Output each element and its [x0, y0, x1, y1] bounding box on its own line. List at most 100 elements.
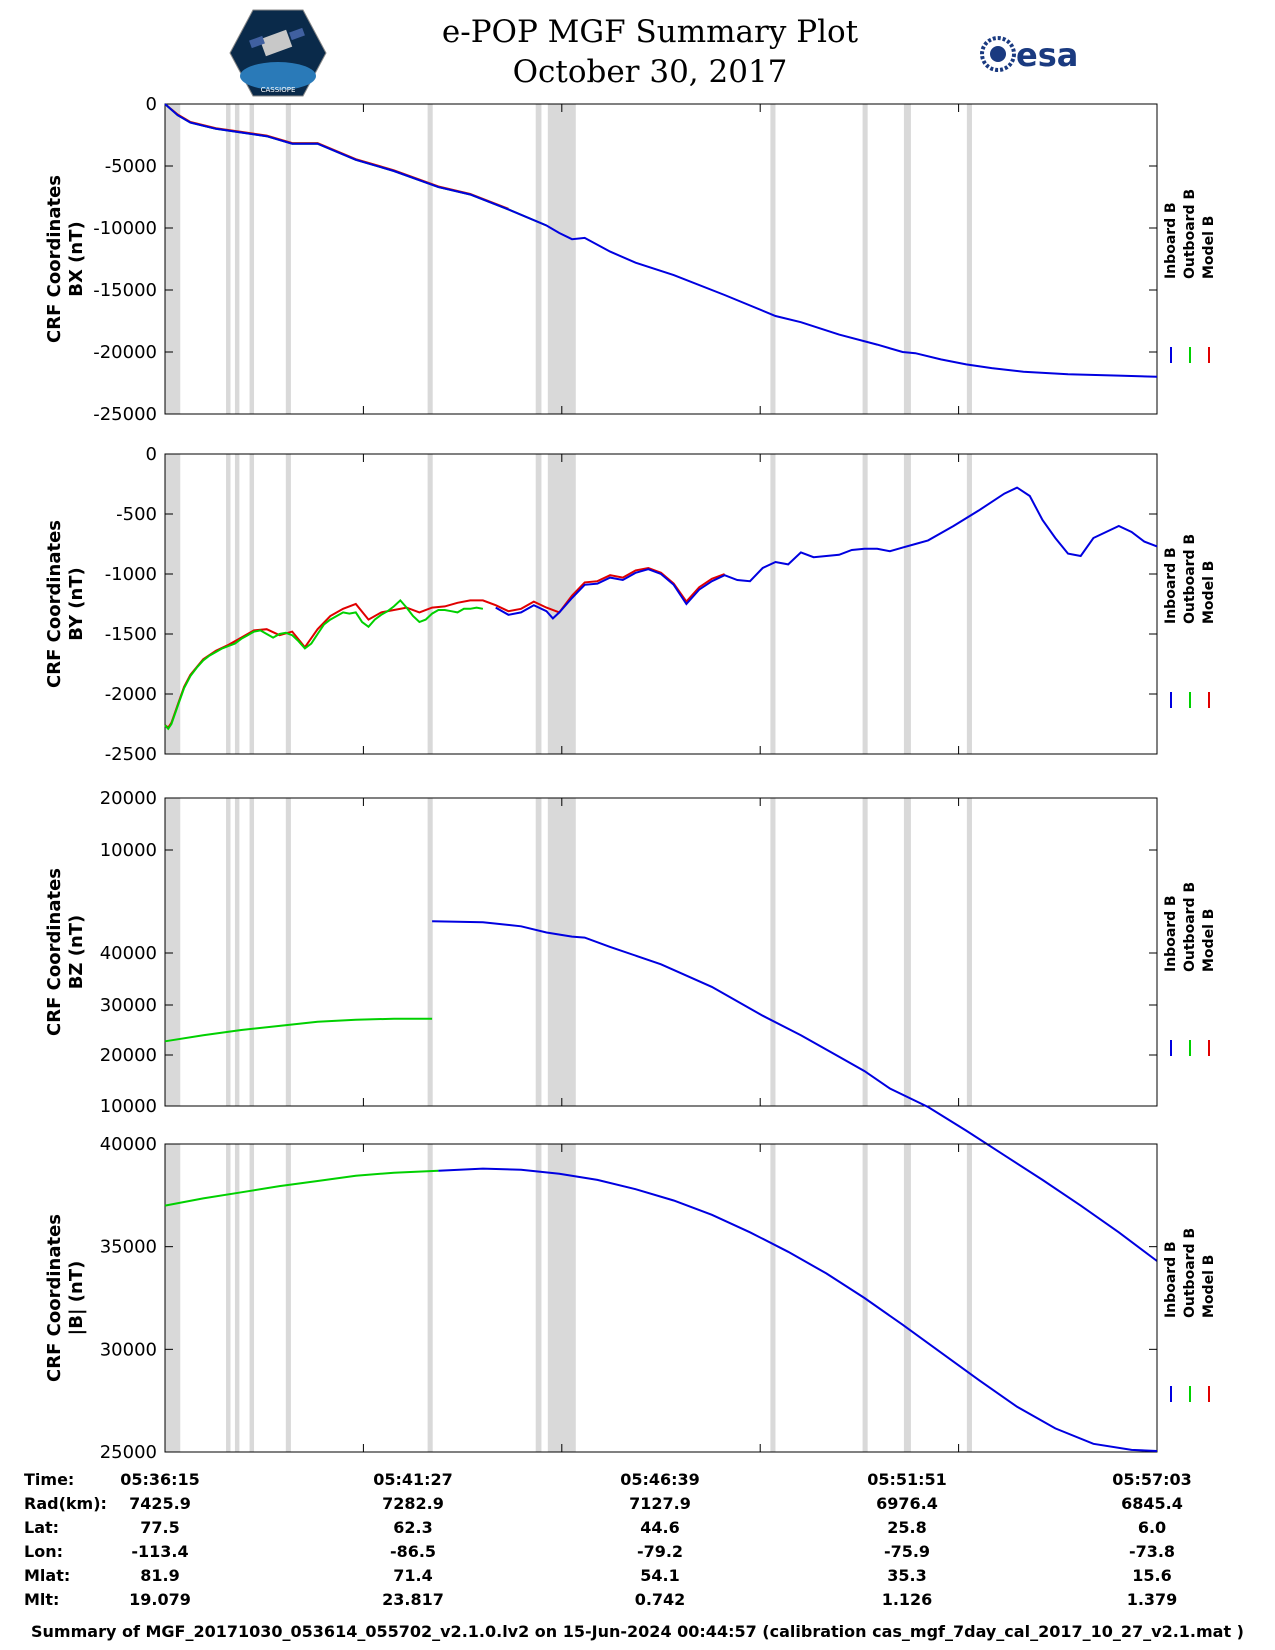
info-value-lat: 25.8: [887, 1518, 927, 1537]
info-value-lon: -113.4: [131, 1542, 189, 1561]
plot-frame: [164, 453, 1158, 755]
info-value-mlat: 71.4: [393, 1566, 433, 1585]
y-tick-label: 40000: [100, 1134, 157, 1155]
data-gap: [165, 454, 181, 754]
plot-frame: [164, 1143, 1158, 1453]
series-outboard-b: [164, 1169, 439, 1207]
info-row-lat: Lat: 77.5 62.3 44.6 25.8 6.0: [0, 1518, 1275, 1542]
info-label-lat: Lat:: [24, 1518, 60, 1537]
legend-label: Model B: [1201, 909, 1217, 972]
legend-label: Inboard B: [1163, 547, 1179, 624]
data-gap: [535, 798, 542, 1106]
info-label-rad: Rad(km):: [24, 1494, 107, 1513]
data-gap: [226, 104, 231, 414]
y-tick-label: 30000: [100, 995, 157, 1016]
series-inboard-b: [495, 486, 1158, 620]
data-gap: [234, 798, 240, 1106]
data-gap: [862, 104, 868, 414]
y-tick-label: 0: [146, 444, 157, 465]
info-value-time: 05:57:03: [1112, 1470, 1192, 1489]
info-row-rad: Rad(km): 7425.9 7282.9 7127.9 6976.4 6845.4: [0, 1494, 1275, 1518]
info-row-time: Time: 05:36:15 05:41:27 05:46:39 05:51:51 05:…: [0, 1470, 1275, 1494]
data-gap: [966, 454, 972, 754]
info-value-rad: 6845.4: [1121, 1494, 1183, 1513]
legend-label: Outboard B: [1182, 882, 1198, 972]
info-label-mlat: Mlat:: [24, 1566, 71, 1585]
info-row-mlat: Mlat: 81.9 71.4 54.1 35.3 15.6: [0, 1566, 1275, 1590]
data-gap: [249, 454, 255, 754]
info-value-rad: 6976.4: [876, 1494, 938, 1513]
panel-1: 0 -5000 -10000 -15000 -20000 -25000 CRF Coordi…: [44, 94, 1217, 425]
y-tick-label: -15000: [93, 280, 157, 301]
data-gap: [427, 798, 433, 1106]
data-gap: [966, 798, 972, 1106]
y-tick-label: -2000: [105, 684, 157, 705]
info-value-rad: 7282.9: [382, 1494, 444, 1513]
series-model-b: [164, 566, 725, 730]
data-gap: [770, 798, 776, 1106]
info-value-mlt: 0.742: [634, 1590, 686, 1609]
info-value-lon: -86.5: [389, 1542, 437, 1561]
data-gap: [427, 454, 433, 754]
info-value-rad: 7127.9: [629, 1494, 691, 1513]
data-gap: [427, 1144, 433, 1452]
y-tick-label: 40000: [100, 943, 157, 964]
data-gap: [165, 798, 181, 1106]
info-value-time: 05:46:39: [620, 1470, 700, 1489]
y-axis-label: CRF CoordinatesBX (nT): [44, 175, 87, 343]
data-gap: [226, 454, 231, 754]
y-tick-label: -5000: [105, 156, 157, 177]
legend-label: Outboard B: [1182, 1228, 1198, 1318]
data-gap: [427, 104, 433, 414]
data-gap: [285, 454, 291, 754]
plot-frame: [164, 797, 1158, 1107]
info-value-mlt: 19.079: [129, 1590, 191, 1609]
info-value-mlt: 1.126: [881, 1590, 933, 1609]
data-gap: [249, 798, 255, 1106]
data-gap: [226, 1144, 231, 1452]
info-value-lon: -73.8: [1128, 1542, 1176, 1561]
cassiope-logo: CASSIOPE: [228, 8, 328, 98]
legend-label: Model B: [1201, 561, 1217, 624]
info-value-mlt: 23.817: [382, 1590, 444, 1609]
info-value-time: 05:51:51: [867, 1470, 947, 1489]
data-gap: [966, 104, 972, 414]
panel-4: 25000 30000 35000 40000 CRF Coordinates|B| (…: [44, 1134, 1217, 1460]
info-row-lon: Lon: -113.4 -86.5 -79.2 -75.9 -73.8: [0, 1542, 1275, 1566]
data-gap: [234, 104, 240, 414]
y-axis-label: CRF CoordinatesBZ (nT): [44, 868, 87, 1036]
y-tick-label: -1500: [105, 624, 157, 645]
series-outboard-b: [164, 598, 484, 731]
legend-label: Inboard B: [1163, 202, 1179, 279]
data-gap: [165, 1144, 181, 1452]
y-tick-label: 10000: [100, 840, 157, 861]
info-value-rad: 7425.9: [129, 1494, 191, 1513]
y-tick-label: -25000: [93, 404, 157, 425]
info-value-mlat: 35.3: [887, 1566, 927, 1585]
legend-label: Model B: [1201, 1255, 1217, 1318]
data-gap: [234, 454, 240, 754]
info-value-lat: 62.3: [393, 1518, 433, 1537]
y-tick-label: 20000: [100, 1045, 157, 1066]
data-gap: [903, 454, 911, 754]
data-gap: [547, 104, 576, 414]
info-value-mlat: 54.1: [640, 1566, 680, 1585]
info-value-mlat: 81.9: [140, 1566, 180, 1585]
y-tick-label: -20000: [93, 342, 157, 363]
series-inboard-b: [164, 103, 1158, 378]
footer-text: Summary of MGF_20171030_053614_055702_v2…: [31, 1622, 1244, 1641]
info-value-mlt: 1.379: [1126, 1590, 1178, 1609]
legend-label: Inboard B: [1163, 895, 1179, 972]
y-tick-label: 35000: [100, 1237, 157, 1258]
data-gap: [903, 1144, 911, 1452]
data-gap: [903, 104, 911, 414]
data-gap: [966, 1144, 972, 1452]
y-axis-label: CRF CoordinatesBY (nT): [44, 520, 87, 688]
data-gap: [770, 1144, 776, 1452]
y-tick-label: -1000: [105, 564, 157, 585]
y-tick-label: 25000: [100, 1442, 157, 1460]
data-gap: [862, 454, 868, 754]
data-gap: [547, 1144, 576, 1452]
panel-3: 20000 10000 40000 30000 20000 10000 CRF Coordi…: [44, 788, 1217, 1262]
data-gap: [285, 104, 291, 414]
